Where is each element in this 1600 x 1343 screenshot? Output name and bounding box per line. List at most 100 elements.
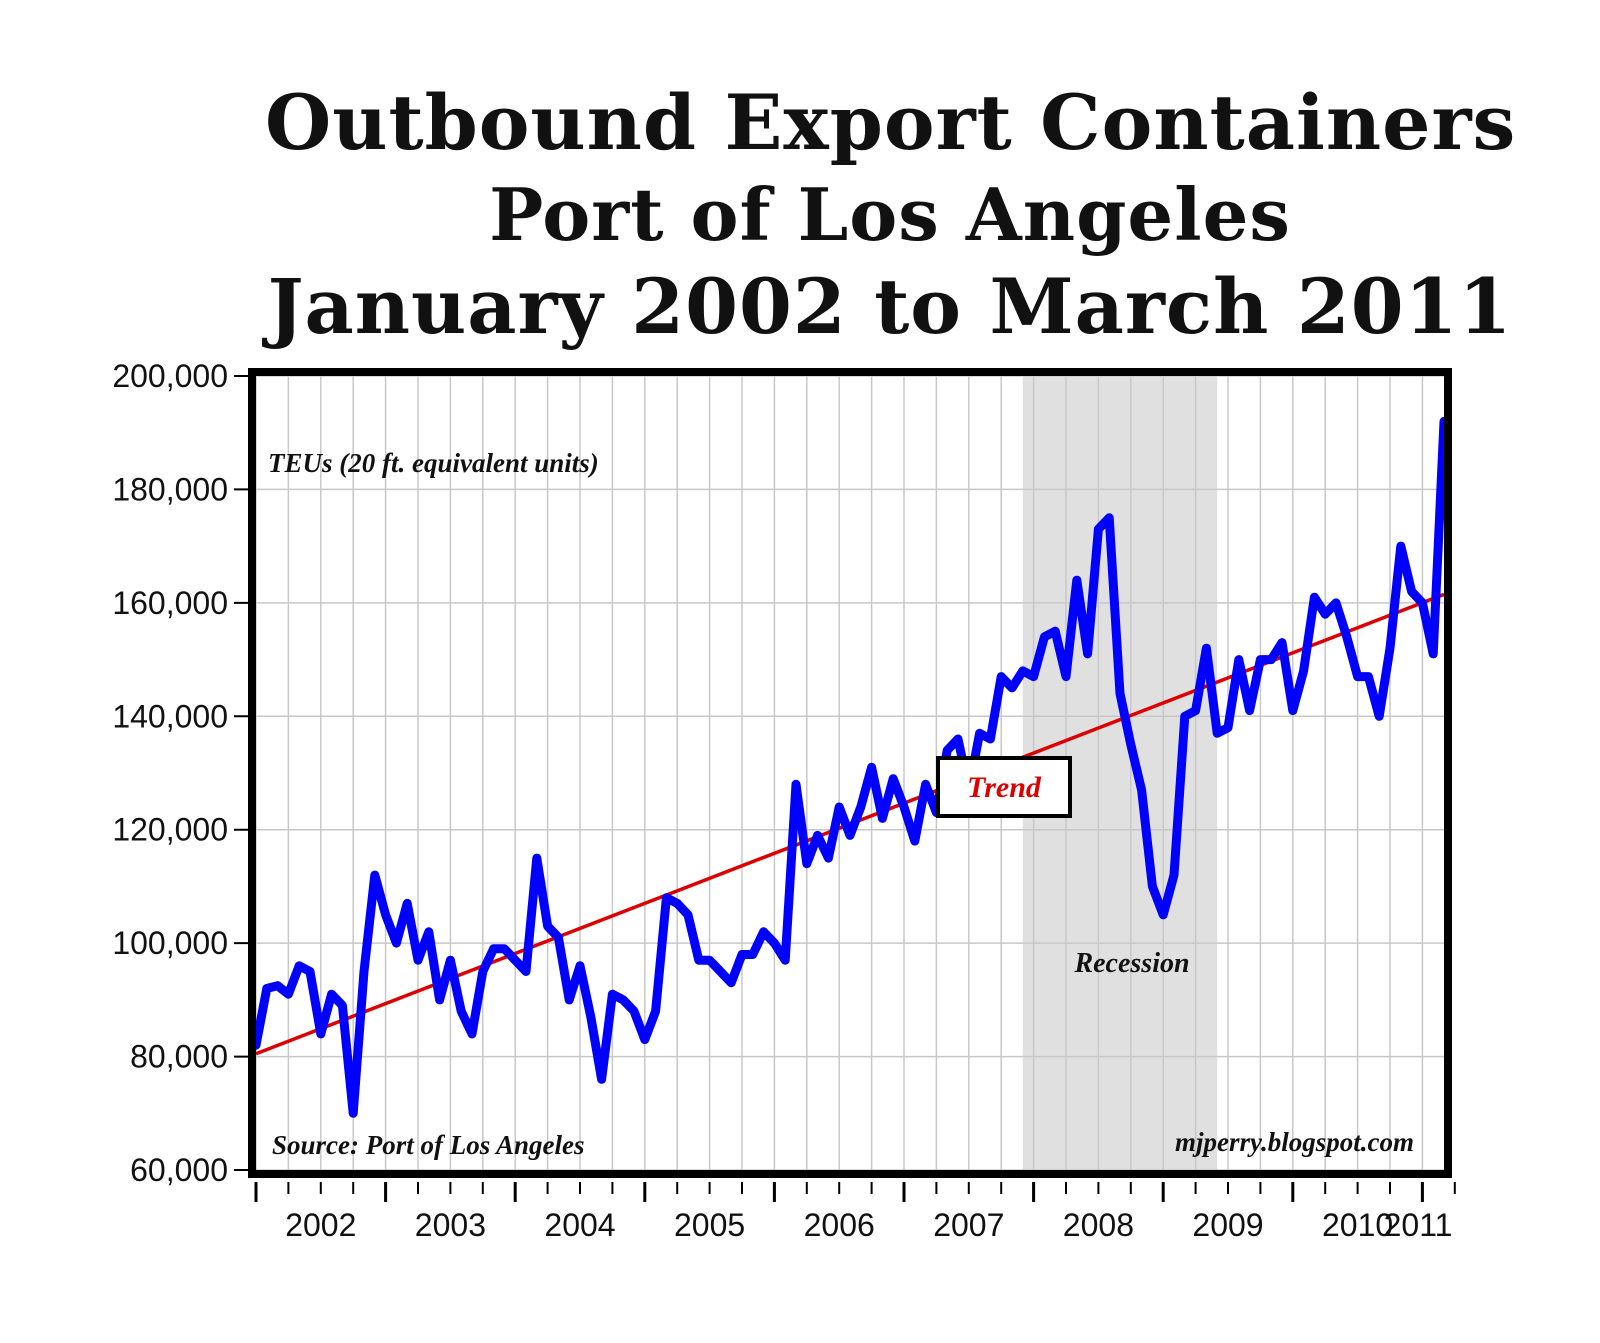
data-point [1195, 710, 1197, 712]
data-point [1292, 710, 1294, 712]
data-point [946, 749, 948, 751]
data-point [655, 1010, 657, 1012]
data-point [601, 1078, 603, 1080]
data-point [1151, 885, 1153, 887]
data-point [1389, 647, 1391, 649]
data-point [298, 965, 300, 967]
data-point [1259, 659, 1261, 661]
data-point [579, 965, 581, 967]
data-point [633, 1010, 635, 1012]
data-point [568, 999, 570, 1001]
y-axis: 60,000 80,000 100,000 120,000 140,000 160,000… [112, 358, 252, 1188]
data-point [827, 857, 829, 859]
data-point [665, 897, 667, 899]
x-tick-label: 2007 [933, 1207, 1004, 1243]
y-tick-label: 80,000 [130, 1039, 228, 1075]
data-point [1324, 613, 1326, 615]
x-tick-label: 2004 [544, 1207, 615, 1243]
data-point [547, 925, 549, 927]
x-tick-label: 2002 [285, 1207, 356, 1243]
data-point [849, 834, 851, 836]
x-tick-label: 2010 [1322, 1207, 1393, 1243]
x-tick-label: 2008 [1063, 1207, 1134, 1243]
data-point [741, 954, 743, 955]
data-point [719, 971, 721, 972]
data-point [881, 817, 883, 819]
trend-label: Trend [967, 771, 1042, 804]
data-point [838, 806, 840, 808]
data-point [773, 942, 775, 944]
data-point [525, 971, 527, 972]
data-point [309, 971, 311, 972]
data-point [1162, 914, 1164, 916]
data-point [503, 948, 505, 950]
data-point [1000, 676, 1002, 678]
data-point [266, 988, 268, 989]
data-point [1076, 579, 1078, 581]
data-point [1249, 710, 1251, 712]
data-point [1184, 715, 1186, 717]
data-point [1313, 596, 1315, 598]
data-points [255, 420, 1445, 1114]
data-point [1421, 602, 1423, 604]
data-point [914, 840, 916, 842]
data-point [406, 902, 408, 904]
data-point [590, 1016, 592, 1018]
data-point [1097, 528, 1099, 530]
data-point [1043, 636, 1045, 638]
units-note: TEUs (20 ft. equivalent units) [268, 448, 599, 478]
data-point [925, 783, 927, 785]
data-point [287, 993, 289, 995]
data-point [449, 959, 451, 961]
data-point [1022, 670, 1024, 672]
x-tick-label: 2003 [415, 1207, 486, 1243]
data-point [1141, 789, 1143, 791]
data-point [1238, 659, 1240, 661]
data-point [1119, 693, 1121, 695]
export-containers-line [251, 416, 1449, 1118]
data-point [395, 942, 397, 944]
data-point [352, 1112, 354, 1114]
data-point [331, 993, 333, 995]
data-point [730, 982, 732, 984]
y-tick-label: 60,000 [130, 1152, 228, 1188]
data-point [471, 1033, 473, 1035]
x-tick-label: 2005 [674, 1207, 745, 1243]
data-point [277, 985, 279, 987]
y-tick-label: 100,000 [112, 925, 228, 961]
data-point [1357, 676, 1359, 678]
data-point [687, 914, 689, 916]
data-point [1033, 676, 1035, 678]
data-point [860, 806, 862, 808]
data-point [341, 1005, 343, 1006]
data-point [892, 778, 894, 780]
data-point [817, 834, 819, 836]
data-point [871, 766, 873, 768]
data-point [1378, 715, 1380, 717]
data-point [417, 959, 419, 961]
data-point [482, 971, 484, 972]
data-point [806, 863, 808, 865]
y-tick-label: 160,000 [112, 585, 228, 621]
y-tick-label: 140,000 [112, 698, 228, 734]
data-point [374, 874, 376, 876]
data-point [1173, 874, 1175, 876]
data-point [493, 948, 495, 950]
data-point [979, 732, 981, 734]
data-point [1011, 687, 1013, 689]
data-point [698, 959, 700, 961]
data-point [1281, 642, 1283, 644]
source-label: Source: Port of Los Angeles [272, 1130, 585, 1160]
data-point [1108, 517, 1110, 519]
vertical-gridlines [255, 376, 1424, 1170]
data-point [957, 738, 959, 740]
data-point [514, 959, 516, 961]
data-point [1432, 653, 1434, 655]
data-point [1411, 591, 1413, 592]
data-point [1303, 670, 1305, 672]
data-point [1367, 676, 1369, 678]
data-point [320, 1033, 322, 1035]
data-point [1205, 647, 1207, 649]
